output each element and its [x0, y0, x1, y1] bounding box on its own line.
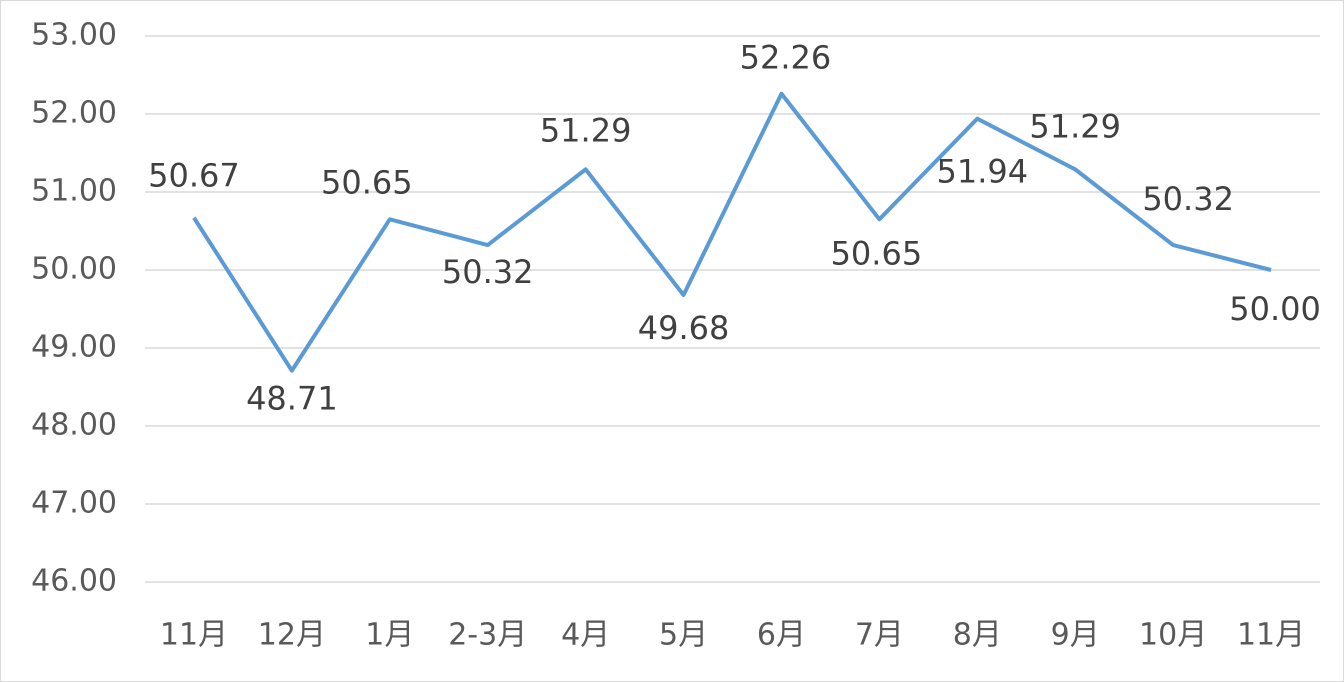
y-tick-label: 46.00 [31, 564, 117, 599]
y-tick-label: 48.00 [31, 408, 117, 443]
y-tick-label: 49.00 [31, 330, 117, 365]
line-series [192, 91, 1272, 373]
data-label: 50.65 [831, 234, 923, 272]
x-tick-label: 5月 [659, 618, 708, 653]
data-label: 50.67 [148, 157, 240, 195]
x-tick-label: 10月 [1139, 618, 1207, 653]
data-label: 50.65 [321, 163, 413, 201]
x-tick-label: 11月 [1237, 618, 1305, 653]
data-label: 50.32 [1142, 180, 1234, 218]
x-tick-label: 11月 [160, 618, 228, 653]
data-label: 51.29 [540, 111, 632, 149]
y-tick-label: 50.00 [31, 252, 117, 287]
data-label: 49.68 [638, 309, 730, 347]
x-tick-label: 4月 [561, 618, 610, 653]
y-tick-label: 47.00 [31, 486, 117, 521]
data-label: 51.94 [936, 153, 1028, 191]
x-tick-label: 7月 [855, 618, 904, 653]
data-label: 51.29 [1029, 107, 1121, 145]
y-tick-label: 51.00 [31, 174, 117, 209]
data-label: 48.71 [246, 380, 338, 418]
x-tick-label: 1月 [365, 618, 414, 653]
data-label: 50.00 [1229, 290, 1321, 328]
x-tick-label: 8月 [953, 618, 1002, 653]
x-tick-label: 2-3月 [448, 618, 527, 653]
x-tick-label: 9月 [1051, 618, 1100, 653]
x-tick-label: 6月 [757, 618, 806, 653]
x-tick-label: 12月 [258, 618, 326, 653]
y-tick-label: 53.00 [31, 18, 117, 53]
data-label: 50.32 [442, 253, 534, 291]
data-label: 52.26 [740, 39, 832, 77]
y-tick-label: 52.00 [31, 96, 117, 131]
